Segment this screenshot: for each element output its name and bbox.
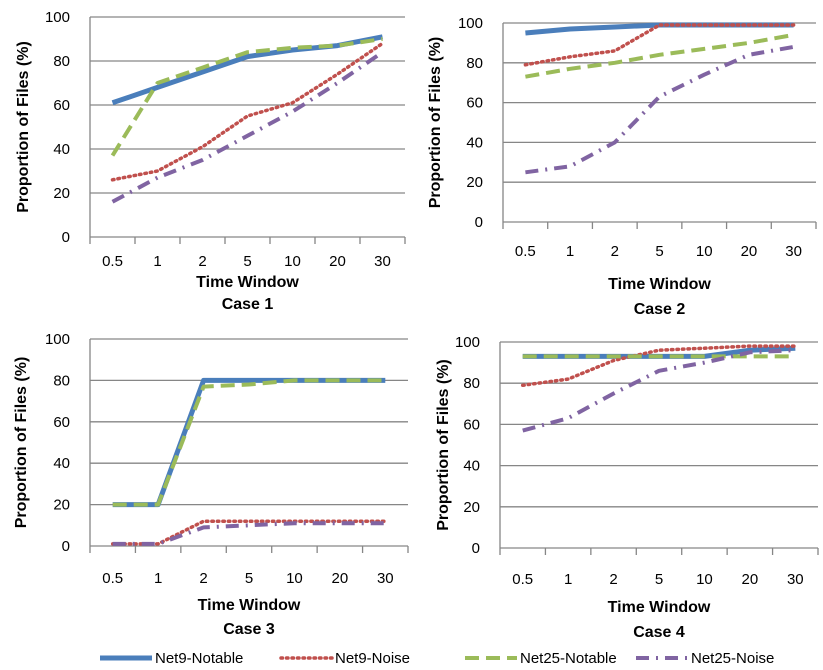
x-tick-label: 1 bbox=[154, 570, 162, 587]
x-tick-label: 10 bbox=[696, 243, 713, 260]
x-tick-label: 0.5 bbox=[515, 243, 536, 260]
panel-caption: Case 3 bbox=[223, 621, 275, 638]
y-tick-label: 80 bbox=[466, 55, 483, 72]
series-line-net9-noise bbox=[110, 519, 388, 546]
x-axis-title: Time Window bbox=[196, 274, 299, 291]
y-tick-label: 40 bbox=[53, 141, 70, 158]
x-tick-label: 5 bbox=[655, 243, 663, 260]
x-tick-label: 5 bbox=[655, 571, 663, 588]
x-tick-label: 5 bbox=[243, 253, 251, 270]
chart-panel-1: 0 20 40 60 80 100 0.5 1 2 5 10 20 30 Time Window Propo… bbox=[15, 9, 406, 313]
x-tick-label: 2 bbox=[198, 253, 206, 270]
y-tick-label: 20 bbox=[53, 497, 70, 514]
x-tick-label: 2 bbox=[609, 571, 617, 588]
x-tick-label: 0.5 bbox=[102, 570, 123, 587]
y-tick-label: 100 bbox=[458, 15, 483, 32]
x-tick-label: 20 bbox=[741, 243, 758, 260]
x-tick-label: 20 bbox=[332, 570, 349, 587]
x-tick-label: 0.5 bbox=[512, 571, 533, 588]
x-tick-label: 10 bbox=[286, 570, 303, 587]
panel-caption: Case 2 bbox=[634, 301, 686, 318]
y-axis-title: Proportion of Files (%) bbox=[13, 357, 30, 529]
legend-label: Net9-Notable bbox=[155, 650, 243, 667]
series-line-net9-noise bbox=[110, 41, 385, 182]
x-axis-title: Time Window bbox=[198, 597, 301, 614]
x-tick-label: 5 bbox=[245, 570, 253, 587]
y-tick-label: 80 bbox=[53, 53, 70, 70]
y-tick-label: 100 bbox=[455, 334, 480, 351]
y-tick-label: 0 bbox=[62, 538, 70, 555]
x-tick-label: 30 bbox=[787, 571, 804, 588]
y-axis-title: Proportion of Files (%) bbox=[435, 359, 452, 531]
legend: Net9-Notable Net9-Noise Net25-Notable Net25… bbox=[100, 650, 774, 667]
y-tick-label: 80 bbox=[463, 375, 480, 392]
x-tick-label: 2 bbox=[199, 570, 207, 587]
legend-label: Net9-Noise bbox=[335, 650, 410, 667]
y-tick-label: 80 bbox=[53, 372, 70, 389]
y-tick-label: 20 bbox=[466, 174, 483, 191]
y-tick-label: 0 bbox=[475, 214, 483, 231]
x-tick-label: 2 bbox=[611, 243, 619, 260]
y-tick-label: 100 bbox=[45, 331, 70, 348]
series-line-net25-notable bbox=[525, 32, 794, 79]
series-line-net9-noise bbox=[523, 23, 796, 67]
y-tick-label: 60 bbox=[466, 95, 483, 112]
y-tick-label: 0 bbox=[472, 540, 480, 557]
series-line-net25-notable bbox=[112, 378, 386, 507]
chart-panel-3: 0 20 40 60 80 100 0.5 1 2 5 10 20 30 Time Window Propo… bbox=[13, 331, 409, 638]
x-tick-label: 10 bbox=[696, 571, 713, 588]
x-tick-label: 10 bbox=[284, 253, 301, 270]
y-tick-label: 20 bbox=[53, 185, 70, 202]
x-tick-label: 20 bbox=[742, 571, 759, 588]
y-tick-label: 100 bbox=[45, 9, 70, 26]
series-line-net9-noise bbox=[520, 344, 798, 388]
series-line-net25-noise bbox=[522, 348, 796, 433]
x-tick-label: 30 bbox=[374, 253, 391, 270]
series-line-net9-notable bbox=[112, 377, 386, 508]
series-line-net25-noise bbox=[525, 44, 794, 175]
x-tick-label: 0.5 bbox=[102, 253, 123, 270]
x-tick-label: 1 bbox=[564, 571, 572, 588]
legend-label: Net25-Notable bbox=[520, 650, 617, 667]
y-tick-label: 40 bbox=[53, 455, 70, 472]
series-line-net25-notable bbox=[110, 37, 383, 157]
panel-caption: Case 1 bbox=[222, 296, 274, 313]
y-tick-label: 60 bbox=[463, 416, 480, 433]
legend-label: Net25-Noise bbox=[691, 650, 774, 667]
y-tick-label: 60 bbox=[53, 97, 70, 114]
x-tick-label: 30 bbox=[785, 243, 802, 260]
series-line-net9-notable bbox=[111, 34, 383, 106]
x-tick-label: 1 bbox=[153, 253, 161, 270]
chart-panel-2: 0 20 40 60 80 100 0.5 1 2 5 10 20 30 Time Window Propo… bbox=[427, 15, 817, 318]
y-tick-label: 40 bbox=[463, 458, 480, 475]
x-tick-label: 30 bbox=[377, 570, 394, 587]
y-axis-title: Proportion of Files (%) bbox=[427, 37, 444, 209]
x-axis-title: Time Window bbox=[608, 276, 711, 293]
y-tick-label: 40 bbox=[466, 134, 483, 151]
y-tick-label: 60 bbox=[53, 414, 70, 431]
x-tick-label: 20 bbox=[329, 253, 346, 270]
x-tick-label: 1 bbox=[566, 243, 574, 260]
y-axis-title: Proportion of Files (%) bbox=[15, 41, 32, 213]
chart-panel-4: 0 20 40 60 80 100 0.5 1 2 5 10 20 30 Time Window Propo… bbox=[435, 334, 819, 641]
x-axis-title: Time Window bbox=[608, 599, 711, 616]
series-line-net25-noise bbox=[112, 521, 386, 546]
series-line-net25-noise bbox=[111, 50, 384, 204]
panel-caption: Case 4 bbox=[633, 624, 685, 641]
y-tick-label: 20 bbox=[463, 499, 480, 516]
y-tick-label: 0 bbox=[62, 229, 70, 246]
